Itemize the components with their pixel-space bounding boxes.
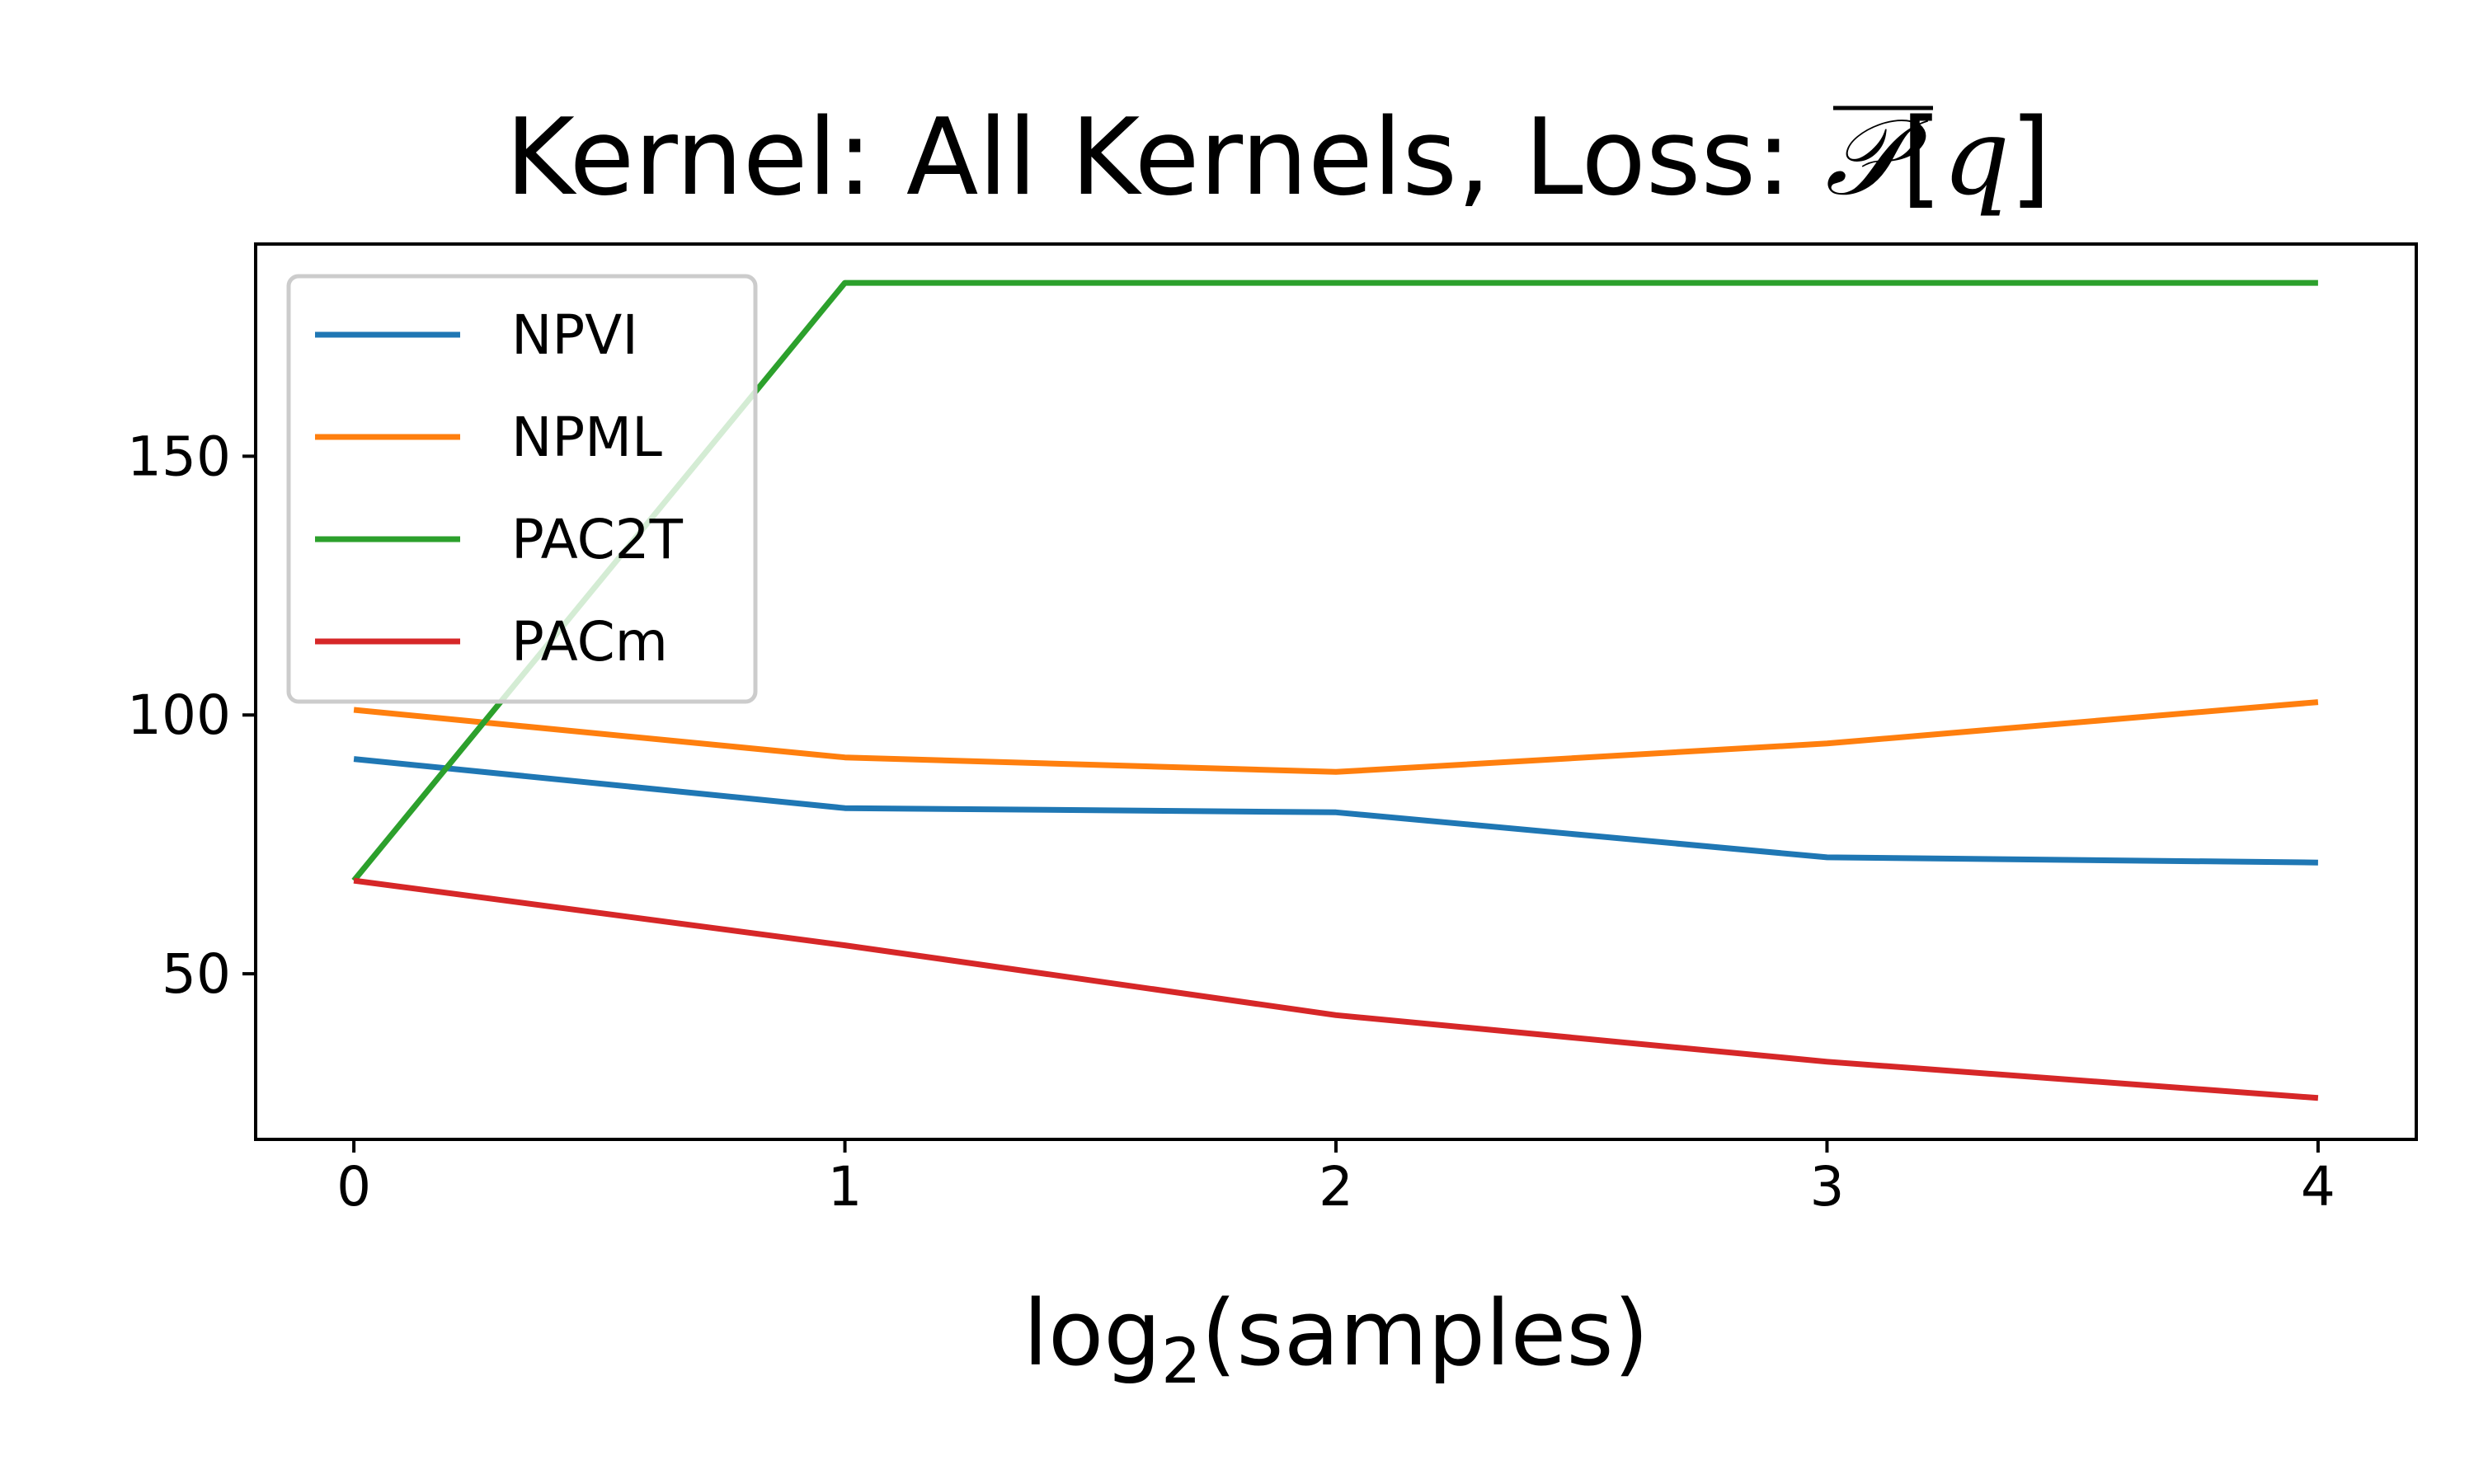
x-label-rest: (samples) xyxy=(1201,1280,1649,1386)
series-line-npvi xyxy=(353,756,2318,866)
legend-label-npml: NPML xyxy=(511,406,662,469)
chart-title: Kernel: All Kernels, Loss: 𝒫[q] xyxy=(506,96,2051,219)
x-label-base: log xyxy=(1023,1280,1161,1386)
x-tick-label: 3 xyxy=(1809,1155,1844,1219)
legend-box xyxy=(286,274,758,704)
title-math-var: q xyxy=(1942,96,2010,219)
x-tick-label: 0 xyxy=(336,1155,371,1219)
title-prefix: Kernel: All Kernels, Loss: xyxy=(506,96,1825,219)
y-tick-label: 150 xyxy=(127,425,231,488)
x-axis-label: log2(samples) xyxy=(1023,1280,1649,1397)
title-math-close: ] xyxy=(2010,96,2051,219)
legend-label-pacm: PACm xyxy=(511,610,668,674)
legend-label-npvi: NPVI xyxy=(511,303,638,367)
y-axis: 50 100 150 xyxy=(127,425,256,1006)
x-tick-label: 4 xyxy=(2301,1155,2335,1219)
series-line-npml xyxy=(353,699,2319,775)
x-label-subscript: 2 xyxy=(1161,1324,1201,1397)
y-tick-label: 50 xyxy=(162,942,231,1006)
x-tick-label: 2 xyxy=(1319,1155,1353,1219)
x-tick-label: 1 xyxy=(828,1155,863,1219)
legend-label-pac2t: PAC2T xyxy=(511,508,684,571)
legend: NPVI NPML PAC2T PACm xyxy=(286,274,758,704)
series-line-pacm xyxy=(353,877,2319,1101)
y-tick-label: 100 xyxy=(127,683,231,747)
title-math-open: [ xyxy=(1901,96,1942,219)
x-axis: 0 1 2 3 4 xyxy=(336,1139,2335,1219)
